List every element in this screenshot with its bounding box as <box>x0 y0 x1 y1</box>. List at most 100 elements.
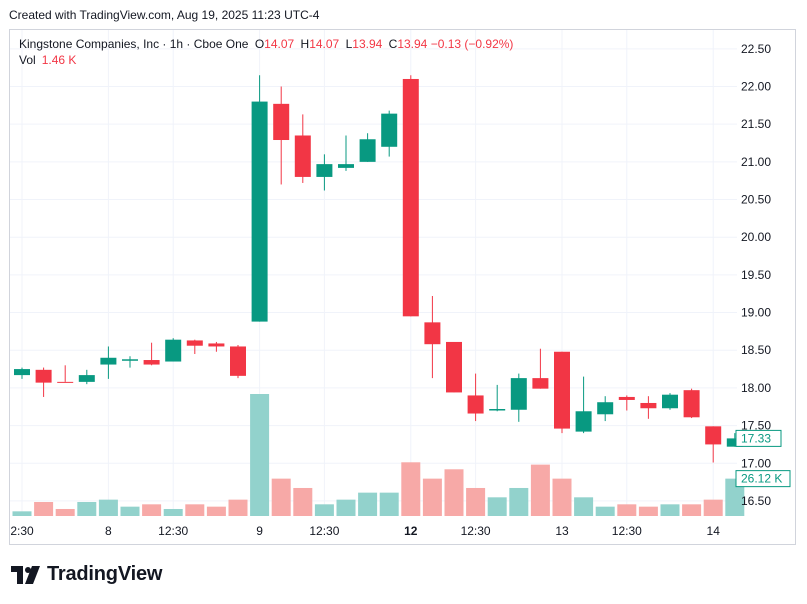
candle[interactable] <box>510 373 527 422</box>
y-tick-label: 22.50 <box>741 42 771 56</box>
candle[interactable] <box>554 351 570 434</box>
candle-body <box>143 360 160 365</box>
chart-frame[interactable] <box>9 29 796 545</box>
volume-bar <box>98 499 118 516</box>
candle-body <box>186 340 203 346</box>
volume-bar <box>250 394 270 516</box>
candle[interactable] <box>467 373 484 422</box>
volume-bar <box>228 499 248 516</box>
candle-body <box>510 378 527 410</box>
candle-body <box>57 381 74 383</box>
volume-bar <box>12 511 32 516</box>
candle[interactable] <box>532 348 549 389</box>
x-axis: 2:30 8 12:30 9 12:30 12 12:30 13 12:30 14 <box>10 524 720 538</box>
candle-body <box>35 369 52 383</box>
volume-bar <box>703 499 723 516</box>
grid-lines <box>10 30 737 516</box>
candle[interactable] <box>57 365 74 383</box>
open-label: O <box>254 37 265 51</box>
volume-bar <box>725 478 745 516</box>
candle-body <box>532 378 549 389</box>
candle[interactable] <box>230 344 246 379</box>
x-tick-label: 9 <box>256 524 263 538</box>
volume-bar <box>552 478 572 516</box>
candle[interactable] <box>402 75 419 317</box>
volume-bar <box>142 504 162 516</box>
x-tick-label: 12:30 <box>612 524 642 538</box>
candle-body <box>381 113 398 147</box>
volume-bar <box>293 487 313 516</box>
y-axis: 16.50 17.00 17.50 18.00 18.50 19.00 19.50 20.00… <box>741 42 771 508</box>
volume-bar <box>422 478 442 516</box>
volume-bar <box>271 478 291 516</box>
candle-body <box>597 402 614 415</box>
candle[interactable] <box>618 395 635 411</box>
candle[interactable] <box>273 86 290 185</box>
y-tick-label: 17.50 <box>741 419 771 433</box>
candle[interactable] <box>165 338 182 362</box>
candle-body <box>489 409 506 411</box>
tradingview-logo[interactable]: TradingView <box>11 563 162 586</box>
y-tick-label: 20.50 <box>741 193 771 207</box>
candle[interactable] <box>143 342 160 366</box>
x-tick-label: 12 <box>404 524 418 538</box>
candle-body <box>359 139 376 162</box>
candle[interactable] <box>294 114 311 183</box>
candle[interactable] <box>35 367 52 397</box>
volume-bar <box>401 462 421 516</box>
candle-body <box>554 351 570 429</box>
volume-bar <box>379 492 399 516</box>
volume-tag <box>735 470 791 488</box>
candle-body <box>294 135 311 177</box>
y-tick-label: 20.00 <box>741 230 771 244</box>
candle[interactable] <box>251 75 268 322</box>
candle[interactable] <box>662 393 678 410</box>
candle[interactable] <box>78 369 95 385</box>
x-tick-label: 14 <box>707 524 721 538</box>
volume-bar <box>120 506 140 516</box>
volume-bar <box>358 492 378 516</box>
candle[interactable] <box>338 135 354 171</box>
volume-bar <box>466 487 486 516</box>
candle[interactable] <box>726 433 743 447</box>
candle-body <box>78 375 95 382</box>
low-label: L <box>345 37 353 51</box>
volume-bar <box>77 501 97 516</box>
candle[interactable] <box>705 426 722 463</box>
candle[interactable] <box>316 154 333 191</box>
volume-bar <box>617 504 637 516</box>
volume-bar <box>509 487 529 516</box>
candle[interactable] <box>208 341 225 352</box>
created-with-text: Created with TradingView.com, Aug 19, 20… <box>9 8 320 22</box>
candle[interactable] <box>424 295 441 379</box>
candle[interactable] <box>597 396 614 422</box>
candle-body <box>165 339 182 362</box>
candle-body <box>100 357 117 365</box>
tradingview-logo-icon <box>11 565 40 584</box>
volume-value: 1.46 K <box>41 53 77 67</box>
volume-tag-value: 26.12 K <box>741 472 782 486</box>
y-tick-label: 21.00 <box>741 155 771 169</box>
candle[interactable] <box>446 341 462 393</box>
candle[interactable] <box>489 384 506 412</box>
high-label: H <box>300 37 310 51</box>
candle[interactable] <box>186 339 203 354</box>
candle[interactable] <box>14 367 30 379</box>
candle[interactable] <box>122 356 138 368</box>
symbol-label: Kingstone Companies, Inc · 1h · Cboe One <box>19 37 249 51</box>
candle[interactable] <box>575 376 592 434</box>
candle[interactable] <box>683 388 700 419</box>
candle[interactable] <box>640 396 657 419</box>
candle[interactable] <box>100 346 117 379</box>
volume-bar <box>163 508 183 516</box>
volume-bar <box>206 506 226 516</box>
x-tick-label: 8 <box>105 524 112 538</box>
volume-bar <box>530 464 550 516</box>
candle[interactable] <box>359 133 376 162</box>
x-tick-label: 12:30 <box>158 524 188 538</box>
x-tick-label: 13 <box>555 524 569 538</box>
candle[interactable] <box>381 110 398 157</box>
volume-bars <box>12 394 745 516</box>
candle-body <box>662 394 678 409</box>
